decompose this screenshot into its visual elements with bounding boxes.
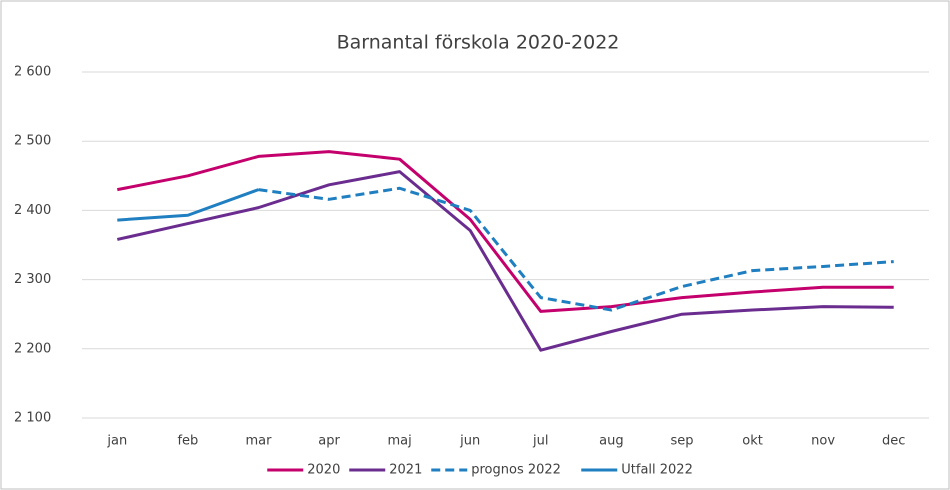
- legend-label: 2020: [307, 463, 340, 478]
- series-line: [116, 170, 894, 352]
- x-tick-label: jan: [106, 434, 127, 449]
- series-line: [258, 186, 894, 312]
- y-tick-label: 2 200: [14, 341, 51, 356]
- y-tick-label: 2 400: [14, 203, 51, 218]
- x-tick-label: maj: [388, 434, 412, 449]
- y-tick-label: 2 500: [14, 134, 51, 149]
- legend-label: prognos 2022: [471, 463, 561, 478]
- y-tick-label: 2 600: [14, 65, 51, 80]
- chart-title: Barnantal förskola 2020-2022: [337, 32, 620, 54]
- series-line: [117, 150, 894, 313]
- x-tick-label: jul: [532, 434, 548, 449]
- legend-label: 2021: [389, 463, 422, 478]
- y-tick-label: 2 300: [14, 272, 51, 287]
- series-line: [117, 188, 259, 222]
- legend-label: Utfall 2022: [621, 463, 693, 478]
- x-tick-label: apr: [318, 434, 340, 449]
- x-tick-label: nov: [811, 434, 835, 449]
- x-tick-label: dec: [882, 434, 905, 449]
- x-tick-label: mar: [245, 434, 272, 449]
- x-tick-label: jun: [459, 434, 480, 449]
- x-tick-label: okt: [742, 434, 763, 449]
- x-tick-label: aug: [599, 434, 623, 449]
- x-tick-label: feb: [177, 434, 198, 449]
- x-tick-label: sep: [670, 434, 693, 449]
- y-tick-label: 2 100: [14, 411, 51, 426]
